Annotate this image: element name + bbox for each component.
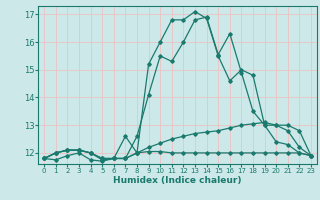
X-axis label: Humidex (Indice chaleur): Humidex (Indice chaleur) bbox=[113, 176, 242, 185]
